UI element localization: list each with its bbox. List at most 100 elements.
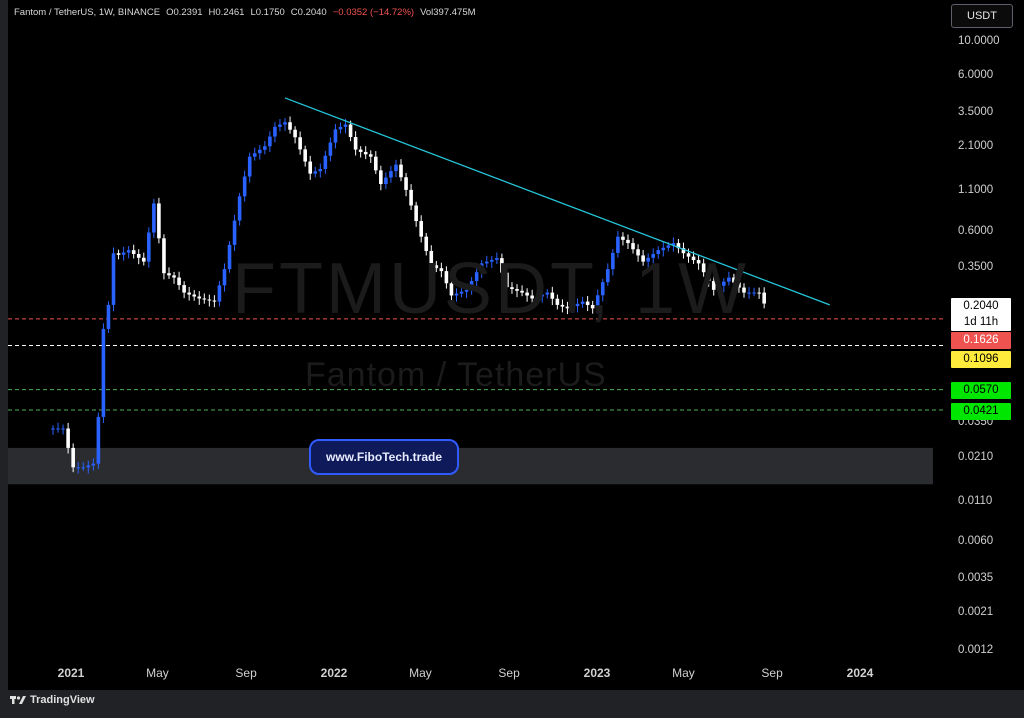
candle-body	[358, 149, 363, 152]
candle-body	[207, 299, 212, 301]
candle	[288, 116, 292, 134]
candle	[454, 288, 459, 302]
candle	[162, 234, 166, 280]
candle	[293, 126, 297, 144]
candle-body	[676, 243, 681, 249]
candle	[61, 424, 65, 435]
candle	[136, 249, 141, 265]
candle-body	[51, 428, 55, 430]
fibotech-badge[interactable]: www.FiboTech.trade	[309, 439, 459, 475]
candle-body	[570, 306, 575, 309]
candle-body	[348, 124, 353, 138]
candle-body	[343, 124, 348, 127]
candle-body	[585, 301, 590, 305]
candle-body	[111, 253, 116, 305]
candle	[66, 422, 70, 454]
candle	[232, 214, 237, 252]
candle	[495, 252, 499, 265]
tradingview-brand[interactable]: TradingView	[30, 694, 95, 706]
candle	[152, 198, 156, 238]
candle-body	[616, 236, 620, 253]
candle-body	[237, 196, 242, 221]
candle-body	[621, 236, 625, 240]
candle	[722, 278, 726, 293]
candle-body	[308, 161, 313, 174]
candle	[141, 252, 146, 266]
candle-body	[626, 239, 630, 244]
candle	[671, 237, 676, 252]
support-zone	[8, 447, 933, 485]
candle	[167, 267, 171, 279]
candle-body	[762, 292, 766, 304]
candle-body	[389, 171, 393, 178]
candle	[449, 278, 454, 301]
y-tick-label: 0.0021	[958, 606, 994, 619]
candle	[646, 253, 650, 268]
candle	[389, 165, 393, 183]
candle	[545, 289, 550, 299]
plot-area	[8, 0, 945, 660]
candle-body	[399, 164, 403, 178]
candle	[535, 292, 539, 304]
candle-body	[631, 243, 635, 250]
candle	[727, 271, 731, 286]
x-tick-label: May	[672, 666, 695, 680]
candle-body	[590, 304, 595, 309]
price-tag: 0.2040	[951, 298, 1011, 315]
candle-body	[706, 272, 711, 282]
candle-body	[671, 243, 676, 246]
legend-open: O0.2391	[166, 7, 203, 18]
candle-body	[737, 282, 741, 288]
candle-body	[141, 257, 146, 262]
candle	[570, 300, 575, 313]
candle-body	[136, 253, 141, 258]
candle-body	[273, 126, 277, 137]
candle-body	[424, 236, 429, 251]
candle	[212, 295, 217, 308]
candle-body	[71, 447, 75, 468]
price-tag: 0.0421	[951, 403, 1011, 420]
candle-body	[394, 164, 398, 172]
candle-body	[263, 146, 267, 150]
candle	[237, 192, 242, 226]
candle	[464, 284, 469, 299]
candle	[247, 152, 252, 183]
candle-body	[232, 220, 237, 245]
candle-body	[404, 177, 408, 190]
candle	[621, 232, 625, 246]
candle	[182, 281, 186, 299]
candle-body	[157, 203, 161, 239]
candle	[404, 173, 408, 197]
legend-low: L0.1750	[250, 7, 285, 18]
candle-body	[444, 271, 449, 284]
candle	[490, 255, 494, 269]
candle	[676, 239, 681, 254]
candle-body	[711, 281, 716, 290]
candle-body	[732, 277, 736, 283]
x-tick-label: 2022	[320, 666, 348, 680]
currency-button[interactable]: USDT	[951, 4, 1013, 28]
candle	[616, 230, 620, 258]
candle-body	[666, 245, 671, 248]
candle	[530, 289, 534, 304]
candle	[278, 118, 282, 132]
candle-body	[152, 203, 156, 233]
candle-body	[722, 281, 726, 286]
candle-body	[373, 156, 378, 171]
candle-body	[681, 248, 686, 254]
candle	[217, 280, 222, 307]
candle	[192, 290, 197, 301]
price-tag: 1d 11h	[951, 314, 1011, 331]
candle	[348, 120, 353, 142]
candle-body	[283, 122, 287, 125]
candle	[600, 278, 605, 302]
candle-body	[515, 288, 519, 291]
candle	[737, 276, 741, 293]
y-tick-label: 0.0035	[958, 571, 994, 584]
candle	[56, 422, 60, 433]
candle	[520, 285, 524, 297]
candle-body	[167, 273, 171, 276]
candle-body	[222, 269, 227, 286]
candle-body	[338, 126, 343, 130]
